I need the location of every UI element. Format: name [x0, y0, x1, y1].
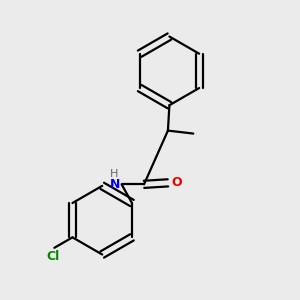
Text: N: N — [110, 178, 120, 191]
Text: H: H — [110, 169, 118, 179]
Text: Cl: Cl — [46, 250, 59, 263]
Text: O: O — [172, 176, 182, 189]
